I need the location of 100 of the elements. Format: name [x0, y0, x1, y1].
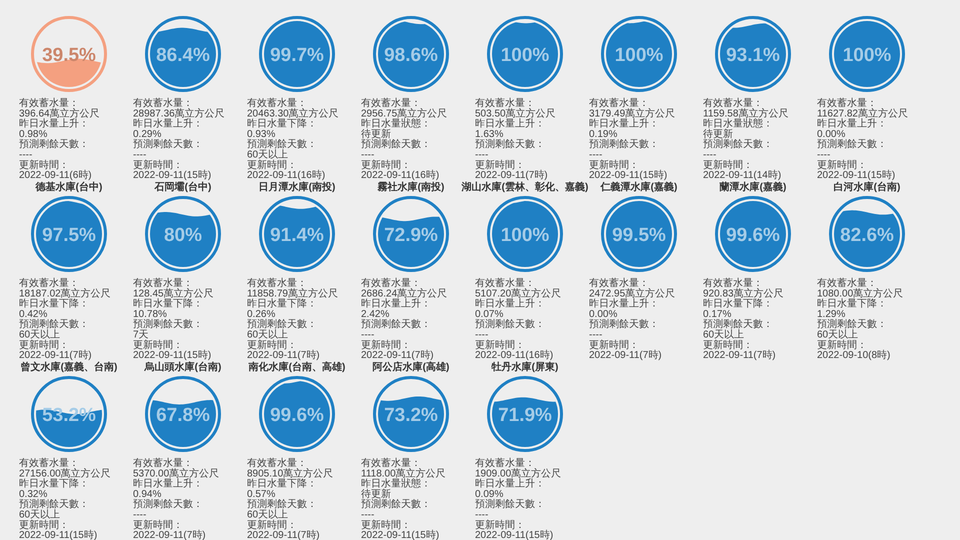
text: 有效蓄水量：3179.49萬立方公尺: [589, 97, 676, 120]
text: 預測剩餘天數：60天以上: [247, 318, 317, 340]
text: 更新時間：2022-09-11(15時): [475, 518, 554, 540]
category-label: 霧社水庫(南投): [376, 181, 444, 193]
data-label: 98.6%: [384, 45, 438, 66]
text: 昨日水量上升：0.94%: [133, 478, 203, 500]
text: 更新時間：2022-09-11(15時): [133, 338, 212, 362]
text: 昨日水量上升：0.98%: [19, 118, 89, 140]
category-label: 阿公店水庫(高雄): [372, 361, 450, 373]
text: 有效蓄水量：5370.00萬立方公尺: [133, 457, 220, 480]
category-label: 烏山頭水庫(台南): [144, 361, 222, 373]
text: 預測剩餘天數：----: [475, 498, 545, 520]
text: 更新時間：2022-09-11(16時): [247, 158, 326, 182]
text: 昨日水量下降：0.93%: [247, 118, 317, 140]
text: 預測剩餘天數：60天以上: [19, 318, 89, 340]
text: 更新時間：2022-09-11(16時): [475, 338, 554, 362]
text: 更新時間：2022-09-11(14時): [703, 158, 782, 182]
text: 昨日水量上升：0.09%: [475, 478, 545, 500]
text: 更新時間：2022-09-11(7時): [475, 158, 548, 182]
text: 更新時間：2022-09-11(15時): [817, 158, 896, 182]
category-label: 仁義潭水庫(嘉義): [600, 181, 678, 193]
data-label: 100%: [500, 225, 550, 246]
text: 有效蓄水量：8905.10萬立方公尺: [247, 457, 334, 480]
category-label: 日月潭水庫(南投): [258, 181, 336, 193]
text: 更新時間：2022-09-11(7時): [703, 338, 776, 362]
text: 預測剩餘天數：----: [589, 138, 659, 160]
text: 昨日水量下降：0.26%: [247, 298, 317, 320]
text: 有效蓄水量：1118.00萬立方公尺: [361, 457, 446, 480]
text: 昨日水量狀態：待更新: [361, 118, 431, 140]
text: 預測剩餘天數：7天: [133, 318, 203, 340]
category-label: 蘭潭水庫(嘉義): [718, 181, 786, 193]
text: 更新時間：2022-09-11(7時): [133, 518, 206, 540]
text: 昨日水量下降：0.42%: [19, 298, 89, 320]
text: 更新時間：2022-09-11(7時): [361, 338, 434, 362]
text: 有效蓄水量：2956.75萬立方公尺: [361, 97, 448, 120]
text: 有效蓄水量：396.64萬立方公尺: [19, 97, 100, 120]
text: 更新時間：2022-09-11(7時): [247, 518, 320, 540]
data-label: 99.6%: [270, 405, 324, 426]
text: 昨日水量下降：10.78%: [133, 298, 203, 320]
text: 預測剩餘天數：----: [817, 138, 887, 160]
text: 有效蓄水量：28987.36萬立方公尺: [133, 97, 225, 120]
text: 更新時間：2022-09-10(8時): [817, 338, 890, 362]
text: 有效蓄水量：920.83萬立方公尺: [703, 277, 784, 300]
text: 有效蓄水量：20463.30萬立方公尺: [247, 97, 339, 120]
category-label: 牡丹水庫(屏東): [490, 361, 558, 373]
text: 有效蓄水量：2472.95萬立方公尺: [589, 277, 676, 300]
data-label: 100%: [842, 45, 892, 66]
text: 有效蓄水量：503.50萬立方公尺: [475, 97, 556, 120]
data-label: 71.9%: [498, 405, 552, 426]
text: 昨日水量上升：0.19%: [589, 118, 659, 140]
text: 預測剩餘天數：----: [589, 318, 659, 340]
category-label: 石岡壩(台中): [154, 181, 212, 193]
data-label: 93.1%: [726, 45, 780, 66]
text: 昨日水量上升：0.00%: [817, 118, 887, 140]
category-label: 德基水庫(台中): [34, 181, 102, 193]
text: 更新時間：2022-09-11(16時): [361, 158, 440, 182]
text: 更新時間：2022-09-11(15時): [133, 158, 212, 182]
text: 預測剩餘天數：60天以上: [703, 318, 773, 340]
data-label: 82.6%: [840, 225, 894, 246]
data-label: 97.5%: [42, 225, 96, 246]
text: 更新時間：2022-09-11(15時): [19, 518, 98, 540]
category-label: 白河水庫(台南): [834, 181, 900, 193]
text: 更新時間：2022-09-11(15時): [361, 518, 440, 540]
text: 有效蓄水量：1080.00萬立方公尺: [817, 277, 904, 300]
data-label: 99.6%: [726, 225, 780, 246]
text: 預測剩餘天數：----: [133, 498, 203, 520]
text: 昨日水量狀態：待更新: [361, 478, 431, 500]
text: 昨日水量下降：0.57%: [247, 478, 317, 500]
text: 更新時間：2022-09-11(7時): [19, 338, 92, 362]
text: 有效蓄水量：11627.82萬立方公尺: [817, 97, 908, 120]
text: 預測剩餘天數：----: [361, 138, 431, 160]
text: 昨日水量下降：0.32%: [19, 478, 89, 500]
data-label: 67.8%: [156, 405, 210, 426]
text: 有效蓄水量：5107.20萬立方公尺: [475, 277, 562, 300]
text: 昨日水量下降：1.29%: [817, 298, 887, 320]
text: 預測剩餘天數：----: [475, 138, 545, 160]
text: 預測剩餘天數：----: [475, 318, 545, 340]
text: 有效蓄水量：128.45萬立方公尺: [133, 277, 214, 300]
text: 更新時間：2022-09-11(6時): [19, 158, 92, 182]
data-label: 91.4%: [270, 225, 324, 246]
text: 昨日水量下降：0.17%: [703, 298, 773, 320]
data-label: 80%: [164, 225, 202, 246]
data-label: 39.5%: [42, 45, 96, 66]
text: 預測剩餘天數：60天以上: [817, 318, 887, 340]
text: 預測剩餘天數：60天以上: [247, 498, 317, 520]
text: 昨日水量上升：1.63%: [475, 118, 545, 140]
text: 預測剩餘天數：----: [19, 138, 89, 160]
text: 更新時間：2022-09-11(7時): [589, 338, 662, 362]
text: 預測剩餘天數：----: [703, 138, 773, 160]
category-label: 曾文水庫(嘉義、台南): [20, 361, 118, 373]
text: 有效蓄水量：27156.00萬立方公尺: [19, 457, 111, 480]
data-label: 73.2%: [384, 405, 438, 426]
text: 有效蓄水量：1909.00萬立方公尺: [475, 457, 562, 480]
text: 預測剩餘天數：----: [361, 318, 431, 340]
text: 昨日水量上升：2.42%: [361, 298, 431, 320]
text: 有效蓄水量：2686.24萬立方公尺: [361, 277, 448, 300]
data-label: 100%: [614, 45, 664, 66]
text: 預測剩餘天數：60天以上: [19, 498, 89, 520]
text: 昨日水量上升：0.00%: [589, 298, 659, 320]
text: 有效蓄水量：1159.58萬立方公尺: [703, 97, 788, 120]
